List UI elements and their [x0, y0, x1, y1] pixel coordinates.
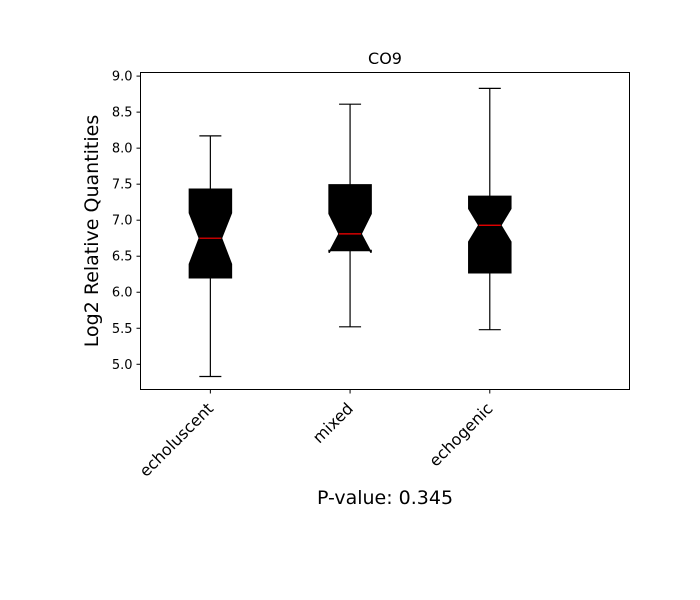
box-echogenic	[468, 195, 512, 274]
y-tick-label: 7.0	[112, 214, 133, 229]
y-tick-label: 9.0	[112, 70, 133, 85]
y-tick-label: 6.0	[112, 286, 133, 301]
y-tick-label: 7.5	[112, 178, 133, 193]
y-tick-label: 6.5	[112, 250, 133, 265]
plot-area: 5.0 5.5 6.0 6.5 7.0 7.5 8.0 8.5 9.0 echoluscent mi…	[112, 70, 512, 481]
x-tick-label: echogenic	[425, 399, 496, 470]
box-mixed	[328, 184, 372, 253]
y-axis-label: Log2 Relative Quantities	[81, 115, 103, 347]
x-tick-label: echoluscent	[135, 399, 217, 481]
x-tick-label: mixed	[309, 399, 357, 447]
axes-frame	[140, 72, 630, 390]
y-tick-label: 8.5	[112, 106, 133, 121]
y-tick-label: 8.0	[112, 142, 133, 157]
y-tick-label: 5.0	[112, 358, 133, 373]
y-tick-label: 5.5	[112, 322, 133, 337]
chart-title: CO9	[368, 49, 402, 68]
x-axis-label: P-value: 0.345	[317, 487, 453, 509]
box-echoluscent	[188, 188, 233, 279]
